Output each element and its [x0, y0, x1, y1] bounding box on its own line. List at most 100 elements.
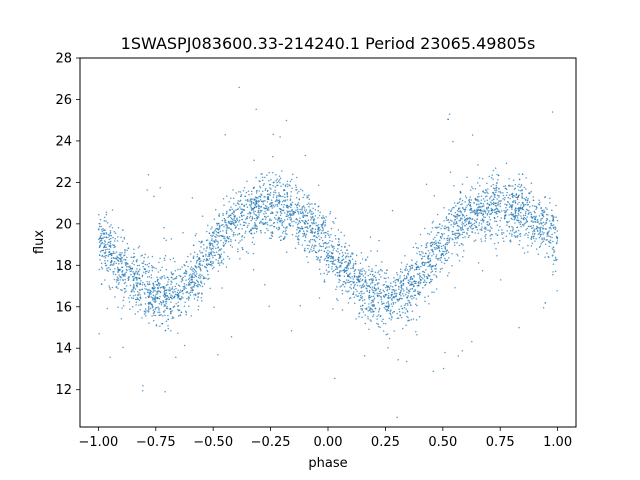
scatter-point: [227, 237, 229, 240]
scatter-point: [194, 294, 197, 296]
scatter-point: [281, 223, 283, 225]
scatter-point: [283, 212, 286, 214]
scatter-point: [511, 204, 514, 206]
scatter-point: [253, 217, 256, 220]
scatter-point: [376, 322, 378, 325]
scatter-point: [396, 298, 399, 301]
scatter-point: [200, 260, 202, 262]
scatter-point: [461, 215, 464, 217]
scatter-point: [140, 304, 142, 306]
scatter-point: [107, 243, 109, 245]
scatter-point: [387, 300, 389, 303]
scatter-point: [250, 198, 252, 200]
scatter-point: [350, 287, 352, 290]
scatter-point: [162, 310, 165, 313]
scatter-point: [425, 268, 427, 271]
scatter-point: [125, 271, 128, 273]
scatter-point: [224, 221, 226, 223]
scatter-point: [378, 270, 380, 272]
scatter-point: [289, 199, 292, 201]
scatter-point: [409, 288, 412, 290]
scatter-point: [526, 201, 528, 204]
scatter-point: [403, 295, 405, 297]
scatter-point: [139, 293, 141, 296]
scatter-point: [177, 332, 179, 335]
scatter-point: [117, 259, 119, 261]
scatter-point: [461, 203, 463, 205]
scatter-point: [473, 240, 476, 242]
scatter-point: [371, 288, 373, 290]
scatter-point: [253, 206, 256, 209]
scatter-point: [284, 227, 287, 229]
scatter-point: [494, 220, 496, 223]
scatter-point: [239, 223, 242, 226]
scatter-point: [361, 270, 363, 273]
scatter-point: [330, 227, 333, 230]
scatter-point: [438, 223, 441, 225]
scatter-point: [522, 205, 525, 207]
scatter-point: [327, 230, 329, 233]
scatter-point: [468, 217, 471, 219]
scatter-point: [414, 282, 416, 285]
scatter-point: [494, 193, 496, 196]
scatter-point: [334, 263, 336, 266]
scatter-point: [525, 196, 528, 199]
scatter-point: [511, 214, 513, 216]
scatter-point: [333, 222, 335, 224]
scatter-point: [415, 319, 418, 321]
scatter-point: [212, 245, 215, 248]
scatter-point: [296, 176, 298, 179]
scatter-point: [505, 162, 508, 164]
scatter-point: [278, 195, 281, 197]
scatter-point: [378, 273, 381, 276]
scatter-point: [297, 222, 300, 225]
scatter-point: [304, 211, 307, 213]
scatter-point: [132, 260, 135, 262]
scatter-point: [321, 229, 323, 232]
scatter-point: [238, 190, 240, 193]
scatter-point: [146, 263, 149, 266]
scatter-point: [469, 222, 471, 224]
scatter-point: [207, 273, 209, 276]
scatter-point: [112, 252, 115, 255]
scatter-point: [302, 235, 304, 238]
scatter-point: [245, 191, 248, 194]
scatter-point: [147, 256, 149, 258]
scatter-point: [148, 288, 150, 291]
scatter-point: [155, 267, 157, 270]
scatter-point: [508, 184, 510, 187]
scatter-point: [359, 285, 361, 287]
scatter-point: [166, 295, 169, 297]
scatter-point: [290, 191, 292, 193]
scatter-point: [355, 254, 358, 257]
scatter-point: [511, 225, 513, 228]
scatter-point: [192, 244, 195, 246]
scatter-point: [302, 213, 305, 215]
scatter-point: [270, 234, 273, 237]
scatter-point: [103, 216, 106, 219]
scatter-point: [136, 273, 139, 276]
scatter-point: [214, 235, 216, 238]
scatter-point: [538, 223, 540, 225]
scatter-point: [151, 269, 154, 272]
scatter-point: [243, 214, 245, 217]
scatter-point: [488, 175, 490, 178]
scatter-point: [310, 229, 313, 231]
scatter-point: [552, 240, 554, 243]
scatter-point: [437, 246, 440, 248]
scatter-point: [431, 243, 434, 246]
scatter-point: [430, 267, 433, 269]
scatter-point: [172, 317, 175, 319]
scatter-point: [466, 232, 468, 234]
scatter-point: [103, 255, 105, 258]
scatter-point: [174, 293, 177, 296]
scatter-point: [185, 310, 187, 312]
scatter-point: [546, 235, 548, 237]
scatter-point: [100, 234, 103, 237]
scatter-point: [364, 322, 367, 325]
scatter-point: [494, 167, 497, 169]
scatter-point: [273, 221, 276, 224]
scatter-point: [430, 268, 433, 271]
scatter-point: [389, 296, 391, 299]
scatter-point: [478, 222, 481, 224]
